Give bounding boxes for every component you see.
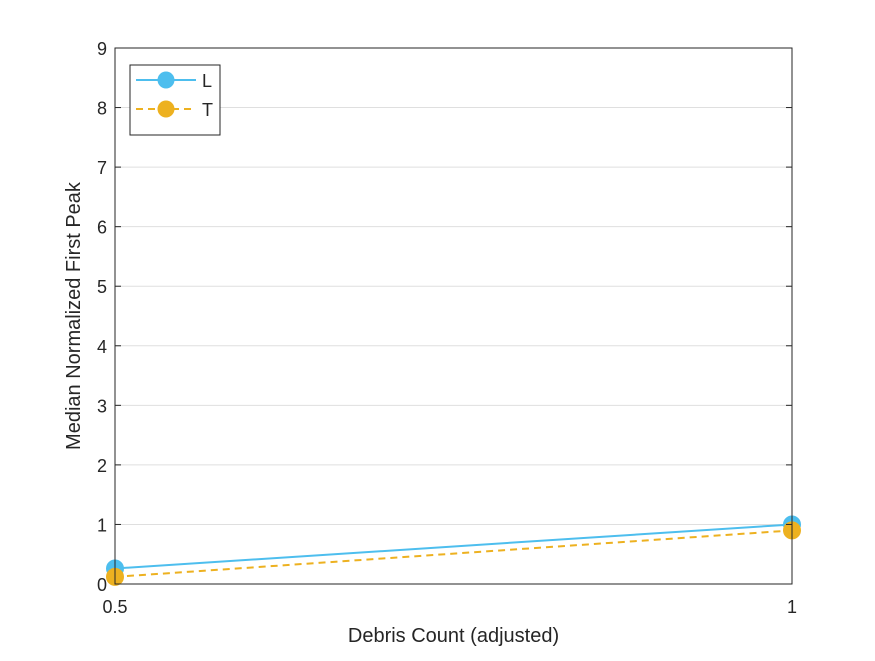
legend: LT (129, 64, 221, 136)
plot-border (114, 47, 793, 585)
y-tick-label: 7 (97, 158, 107, 178)
x-axis-label: Debris Count (adjusted) (348, 625, 559, 647)
y-axis-label: Median Normalized First Peak (63, 181, 85, 450)
y-tick-label: 2 (97, 456, 107, 476)
series-line-L (114, 523, 793, 570)
legend-marker-T (157, 100, 175, 118)
axes: 0 1 2 3 4 5 6 7 8 9 0.5 1 (97, 39, 797, 617)
legend-label-T: T (202, 100, 213, 120)
y-tick-label: 4 (97, 337, 107, 357)
y-tick-label: 1 (97, 515, 107, 535)
y-tick-label: 8 (97, 99, 107, 119)
y-tick-label: 6 (97, 218, 107, 238)
legend-marker-L (157, 71, 175, 89)
y-tick-label: 3 (97, 396, 107, 416)
y-tick-label: 0 (97, 575, 107, 595)
y-tick-label: 9 (97, 39, 107, 59)
x-tick-label: 1 (787, 597, 797, 617)
legend-box (129, 64, 221, 136)
x-tick-label: 0.5 (102, 597, 127, 617)
plot-area (115, 48, 792, 584)
grid-lines (115, 107, 792, 525)
series-line-T (114, 529, 793, 578)
y-tick-label: 5 (97, 277, 107, 297)
legend-label-L: L (202, 71, 212, 91)
